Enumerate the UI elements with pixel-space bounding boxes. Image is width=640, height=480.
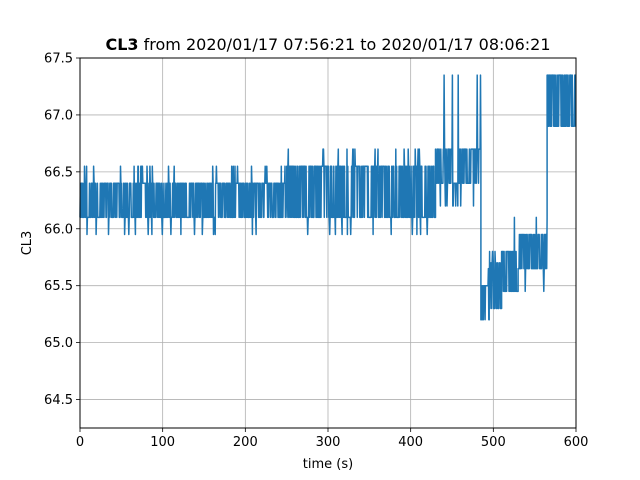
- data-series: [79, 74, 577, 321]
- y-tick-label: 66.5: [44, 165, 73, 180]
- y-tick-label: 65.0: [44, 336, 73, 351]
- x-tick-label: 0: [76, 435, 84, 450]
- x-tick-label: 200: [233, 435, 258, 450]
- y-tick-label: 67.0: [44, 108, 73, 123]
- x-tick-label: 500: [481, 435, 506, 450]
- x-tick-label: 600: [564, 435, 589, 450]
- chart-title-rest: from 2020/01/17 07:56:21 to 2020/01/17 0…: [139, 35, 551, 54]
- x-tick-label: 100: [150, 435, 175, 450]
- y-tick-label: 66.0: [44, 222, 73, 237]
- x-tick-label: 300: [316, 435, 341, 450]
- chart-title-bold: CL3: [105, 35, 138, 54]
- y-axis: 64.5 65.0 65.5 66.0 66.5 67.0 67.5: [44, 52, 80, 408]
- y-tick-label: 67.5: [44, 52, 73, 67]
- y-tick-label: 64.5: [44, 393, 73, 408]
- x-axis: 0 100 200 300 400 500 600: [76, 428, 589, 450]
- y-tick-label: 65.5: [44, 279, 73, 294]
- chart-title: CL3 from 2020/01/17 07:56:21 to 2020/01/…: [105, 35, 550, 54]
- series-line: [79, 74, 577, 321]
- x-axis-label: time (s): [303, 457, 353, 472]
- x-tick-label: 400: [398, 435, 423, 450]
- y-axis-label: CL3: [20, 231, 35, 256]
